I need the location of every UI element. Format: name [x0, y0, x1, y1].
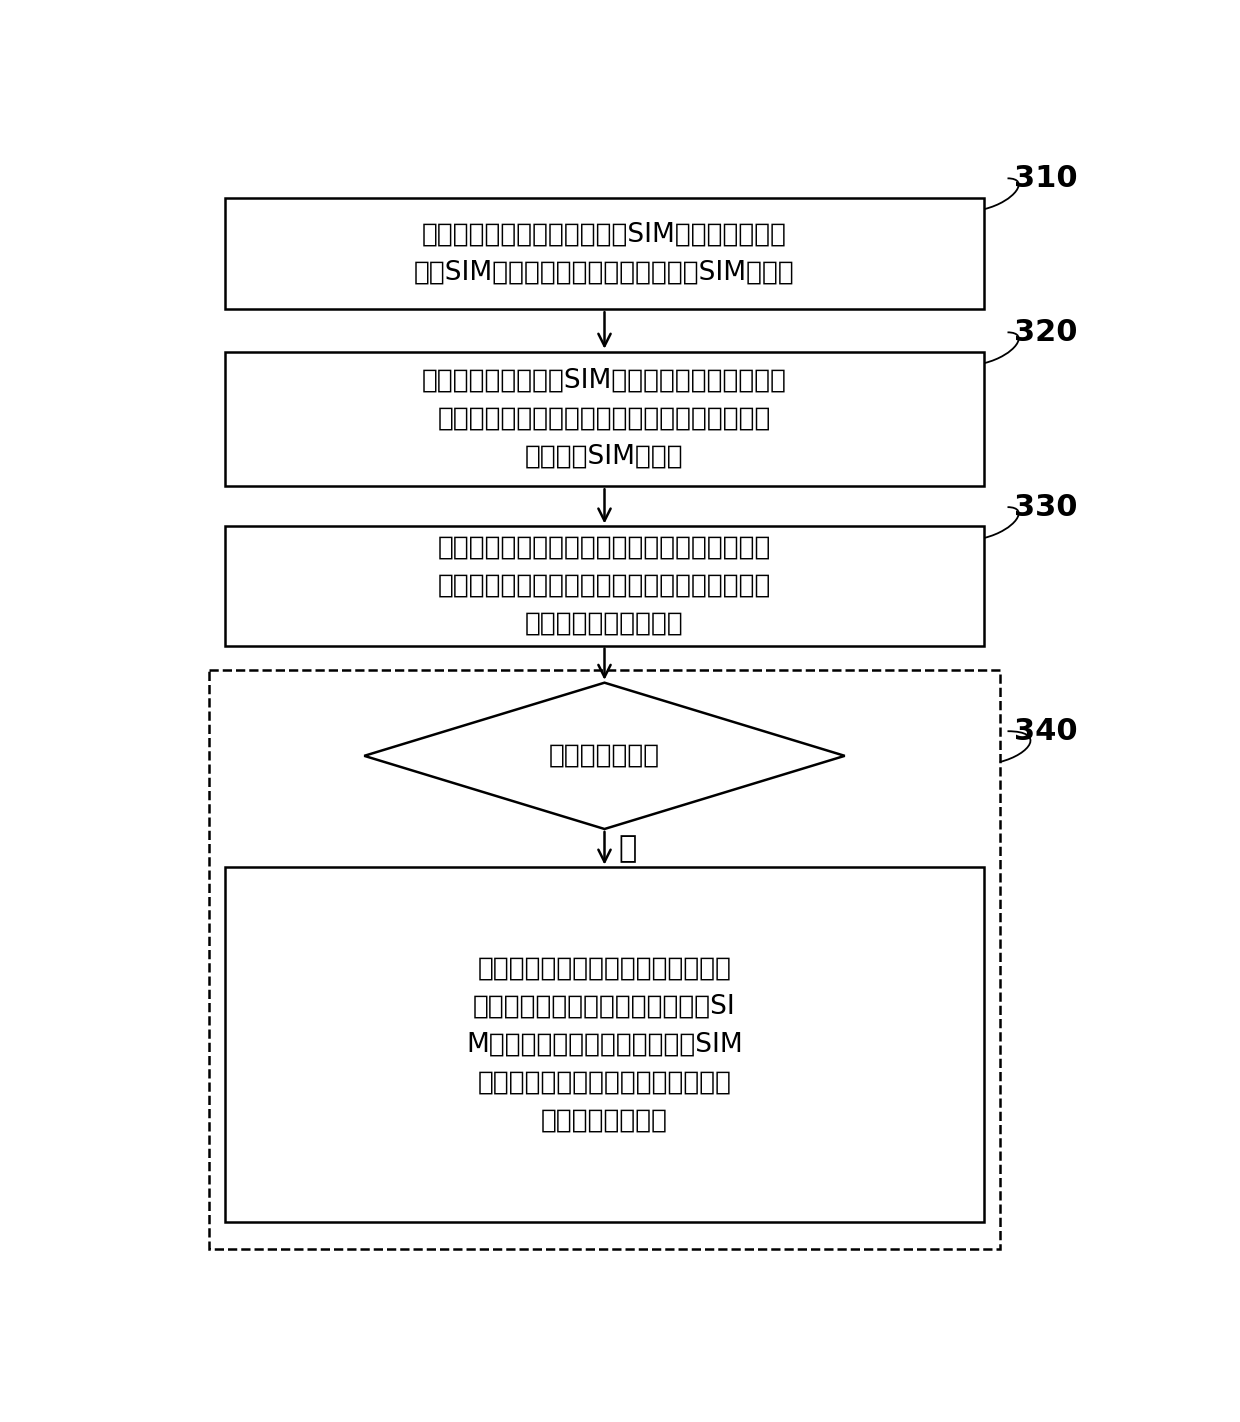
FancyBboxPatch shape	[224, 351, 985, 486]
Text: 终端支付成功？: 终端支付成功？	[549, 742, 660, 769]
FancyBboxPatch shape	[224, 198, 985, 309]
Text: 是: 是	[619, 833, 637, 863]
Text: 330: 330	[1014, 492, 1078, 522]
Text: 310: 310	[1014, 164, 1078, 193]
Polygon shape	[365, 683, 844, 829]
Text: 接收第一终端发送的订购虚拟SIM卡的请求，订购
虚拟SIM卡的请求包括用户标识和虚拟SIM卡标识: 接收第一终端发送的订购虚拟SIM卡的请求，订购 虚拟SIM卡的请求包括用户标识和…	[414, 222, 795, 286]
Text: 根据支付结果通知中的订单编号，获
取相应的订单中的用户标识和虚拟SI
M卡标识，建立用户标识和虚拟SIM
卡标识之间的订购关系，向第一终端
发送订购成功消息: 根据支付结果通知中的订单编号，获 取相应的订单中的用户标识和虚拟SI M卡标识，…	[466, 956, 743, 1133]
Text: 接收第三方支付服务器根据第一终端发送的支付
请求反馈的支付结果通知，支付请求和支付结果
通知中均包括订单编号: 接收第三方支付服务器根据第一终端发送的支付 请求反馈的支付结果通知，支付请求和支…	[438, 535, 771, 637]
FancyBboxPatch shape	[224, 526, 985, 646]
FancyBboxPatch shape	[224, 867, 985, 1221]
Text: 320: 320	[1014, 319, 1078, 347]
Text: 根据用户标识和虚拟SIM卡标识生成订单，并将订
单的订单编号发送给第一终端，订单包括用户标
识和虚拟SIM卡标识: 根据用户标识和虚拟SIM卡标识生成订单，并将订 单的订单编号发送给第一终端，订单…	[422, 368, 787, 469]
Text: 340: 340	[1014, 717, 1078, 745]
